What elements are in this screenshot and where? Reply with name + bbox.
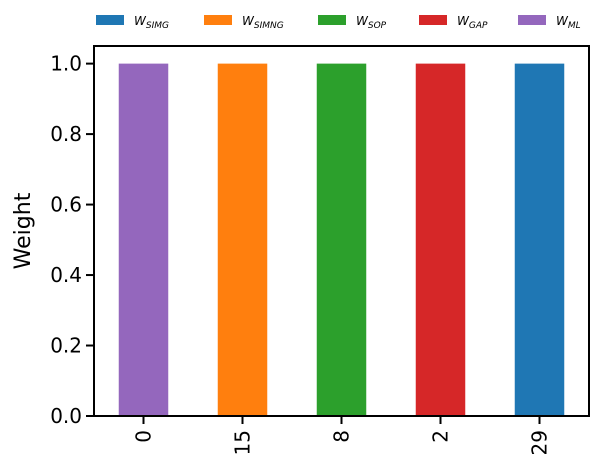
legend-label-simng: WSIMNG [242, 14, 284, 31]
plot-frame [93, 45, 590, 417]
legend-swatch-gap [419, 15, 447, 25]
x-tick-label: 2 [429, 430, 453, 443]
y-axis: 0.0 0.2 0.4 0.6 0.8 1.0 [50, 52, 94, 428]
y-tick-label: 1.0 [50, 52, 82, 76]
y-tick-label: 0.4 [50, 263, 82, 287]
legend-label-simg: WSIMG [134, 14, 169, 31]
legend-swatch-ml [518, 15, 546, 25]
y-tick-label: 0.8 [50, 122, 82, 146]
bar-15-simng [217, 63, 268, 416]
bar-0-ml [118, 63, 169, 416]
x-tick-label: 0 [132, 430, 156, 443]
x-tick-label: 8 [330, 430, 354, 443]
y-axis-label: Weight [11, 192, 36, 269]
y-tick-label: 0.0 [50, 404, 82, 428]
legend-swatch-sop [318, 15, 346, 25]
bars-group [118, 63, 565, 416]
legend-label-gap: WGAP [457, 14, 488, 31]
y-tick-label: 0.2 [50, 334, 82, 358]
x-axis: 0 15 8 2 29 [132, 416, 552, 455]
bar-29-simg [514, 63, 565, 416]
x-tick-label: 15 [231, 430, 255, 455]
x-tick-label: 29 [528, 430, 552, 455]
y-tick-label: 0.6 [50, 193, 82, 217]
legend-swatch-simg [96, 15, 124, 25]
bar-2-gap [415, 63, 466, 416]
bar-8-sop [316, 63, 367, 416]
chart-legend: WSIMG WSIMNG WSOP WGAP WML [96, 14, 581, 31]
legend-swatch-simng [204, 15, 232, 25]
legend-label-ml: WML [556, 14, 581, 31]
legend-label-sop: WSOP [356, 14, 387, 31]
